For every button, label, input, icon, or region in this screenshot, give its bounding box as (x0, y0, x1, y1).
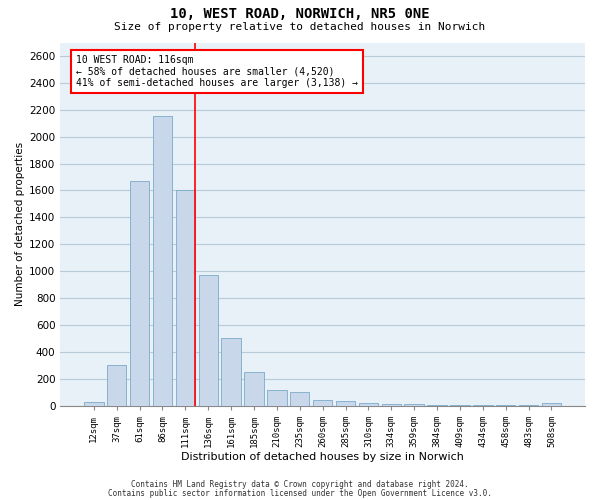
Text: Contains HM Land Registry data © Crown copyright and database right 2024.: Contains HM Land Registry data © Crown c… (131, 480, 469, 489)
X-axis label: Distribution of detached houses by size in Norwich: Distribution of detached houses by size … (181, 452, 464, 462)
Text: 10, WEST ROAD, NORWICH, NR5 0NE: 10, WEST ROAD, NORWICH, NR5 0NE (170, 8, 430, 22)
Text: Size of property relative to detached houses in Norwich: Size of property relative to detached ho… (115, 22, 485, 32)
Bar (153, 116, 172, 406)
Bar (267, 390, 287, 406)
Bar (130, 181, 149, 406)
Y-axis label: Number of detached properties: Number of detached properties (15, 142, 25, 306)
Text: Contains public sector information licensed under the Open Government Licence v3: Contains public sector information licen… (108, 488, 492, 498)
Bar (336, 401, 355, 406)
Bar (519, 405, 538, 406)
Bar (427, 404, 447, 406)
Bar (496, 405, 515, 406)
Bar (473, 404, 493, 406)
Text: 10 WEST ROAD: 116sqm
← 58% of detached houses are smaller (4,520)
41% of semi-de: 10 WEST ROAD: 116sqm ← 58% of detached h… (76, 55, 358, 88)
Bar (313, 400, 332, 406)
Bar (107, 366, 127, 406)
Bar (84, 402, 104, 406)
Bar (199, 275, 218, 406)
Bar (542, 402, 561, 406)
Bar (359, 402, 378, 406)
Bar (221, 338, 241, 406)
Bar (450, 405, 470, 406)
Bar (382, 404, 401, 406)
Bar (404, 404, 424, 406)
Bar (290, 392, 310, 406)
Bar (244, 372, 264, 406)
Bar (176, 190, 195, 406)
